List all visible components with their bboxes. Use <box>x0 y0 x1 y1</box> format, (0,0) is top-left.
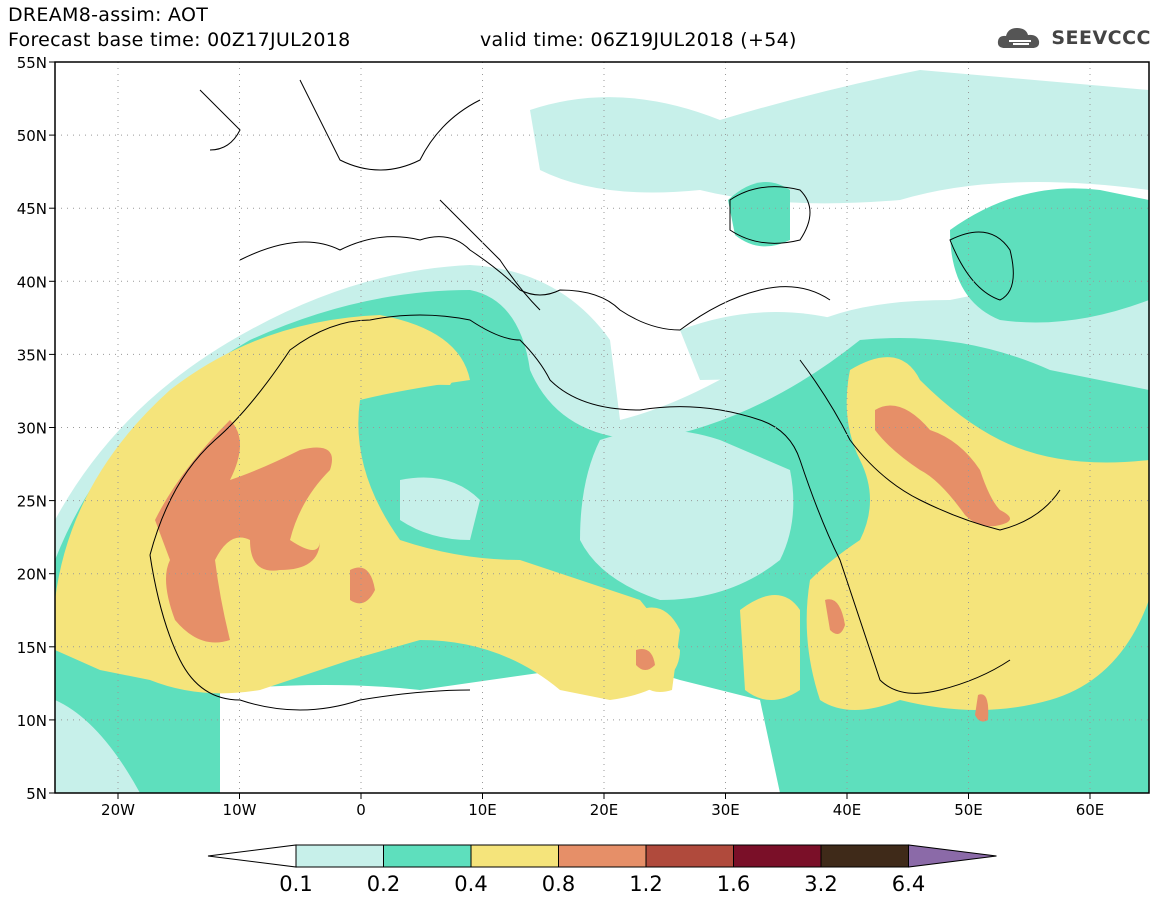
lat-tick-label: 15N <box>17 639 47 657</box>
lat-tick-label: 55N <box>17 54 47 72</box>
lat-tick-label: 30N <box>17 420 47 438</box>
cloud-icon <box>998 28 1040 48</box>
aot-band-0.8-iraq <box>875 405 1010 527</box>
lat-tick-label: 35N <box>17 346 47 364</box>
aot-band-0.4-ethiopia <box>740 595 800 700</box>
colorbar-segment <box>383 844 472 868</box>
lon-tick-label: 20E <box>590 801 619 819</box>
latitude-labels: 55N 50N 45N 40N 35N 30N 25N 20N 15N 10N 5N <box>17 54 55 803</box>
lat-tick-label: 10N <box>17 712 47 730</box>
lon-tick-label: 20W <box>101 801 135 819</box>
colorbar-arrow-high <box>908 844 997 868</box>
longitude-labels: 20W 10W 0 10E 20E 30E 40E 50E 60E <box>101 793 1104 819</box>
seevccc-logo: SEEVCCC <box>995 24 1151 52</box>
aot-low-pocket-egypt <box>580 430 794 600</box>
lat-tick-label: 20N <box>17 566 47 584</box>
lat-tick-label: 5N <box>26 785 47 803</box>
lon-tick-label: 60E <box>1076 801 1105 819</box>
colorbar-arrow-low <box>207 844 297 868</box>
lon-tick-label: 50E <box>954 801 983 819</box>
grid-lines <box>55 62 1149 793</box>
aot-band-0.8-somalia <box>975 694 989 722</box>
lon-tick-label: 10E <box>468 801 497 819</box>
colorbar: 0.1 0.2 0.4 0.8 1.2 1.6 3.2 6.4 <box>207 844 997 896</box>
colorbar-label: 0.8 <box>542 872 575 896</box>
lon-tick-label: 10W <box>223 801 257 819</box>
aot-band-0.8-mauritania <box>155 420 332 643</box>
colorbar-segment <box>733 844 822 868</box>
colorbar-segment <box>558 844 647 868</box>
aot-low-pocket-sahara <box>400 477 480 540</box>
logo-text: SEEVCCC <box>1051 27 1151 49</box>
lon-tick-label: 40E <box>833 801 862 819</box>
valid-time: valid time: 06Z19JUL2018 (+54) <box>480 29 797 51</box>
forecast-base-time: Forecast base time: 00Z17JUL2018 <box>8 29 351 51</box>
aot-band-0.4-libya <box>360 356 460 385</box>
colorbar-label: 0.2 <box>367 872 400 896</box>
lon-tick-label: 0 <box>356 801 366 819</box>
colorbar-label: 3.2 <box>804 872 837 896</box>
coastlines <box>149 79 1061 711</box>
aot-band-0.2-caspian <box>950 188 1149 323</box>
aot-band-0.8-chad <box>636 649 655 670</box>
aot-band-0.4-sudan <box>630 607 680 692</box>
chart-title: DREAM8-assim: AOT <box>8 4 209 26</box>
aot-low-pocket-sahel <box>220 666 780 793</box>
aot-band-0.1-north <box>530 70 1149 204</box>
colorbar-segment <box>295 844 384 868</box>
colorbar-label: 0.4 <box>454 872 487 896</box>
aot-fields <box>55 70 1149 793</box>
aot-band-0.2-blacksea <box>728 182 790 247</box>
lon-tick-label: 30E <box>711 801 740 819</box>
lat-tick-label: 45N <box>17 200 47 218</box>
colorbar-label: 1.6 <box>717 872 750 896</box>
lat-tick-label: 50N <box>17 127 47 145</box>
colorbar-label: 1.2 <box>629 872 662 896</box>
aot-band-0.8-eritrea <box>825 599 845 634</box>
lat-tick-label: 40N <box>17 273 47 291</box>
colorbar-label: 6.4 <box>892 872 925 896</box>
colorbar-segment <box>645 844 734 868</box>
colorbar-segment <box>470 844 559 868</box>
aot-band-0.8-mali <box>350 567 375 604</box>
lat-tick-label: 25N <box>17 493 47 511</box>
colorbar-label: 0.1 <box>279 872 312 896</box>
colorbar-segment <box>820 844 909 868</box>
